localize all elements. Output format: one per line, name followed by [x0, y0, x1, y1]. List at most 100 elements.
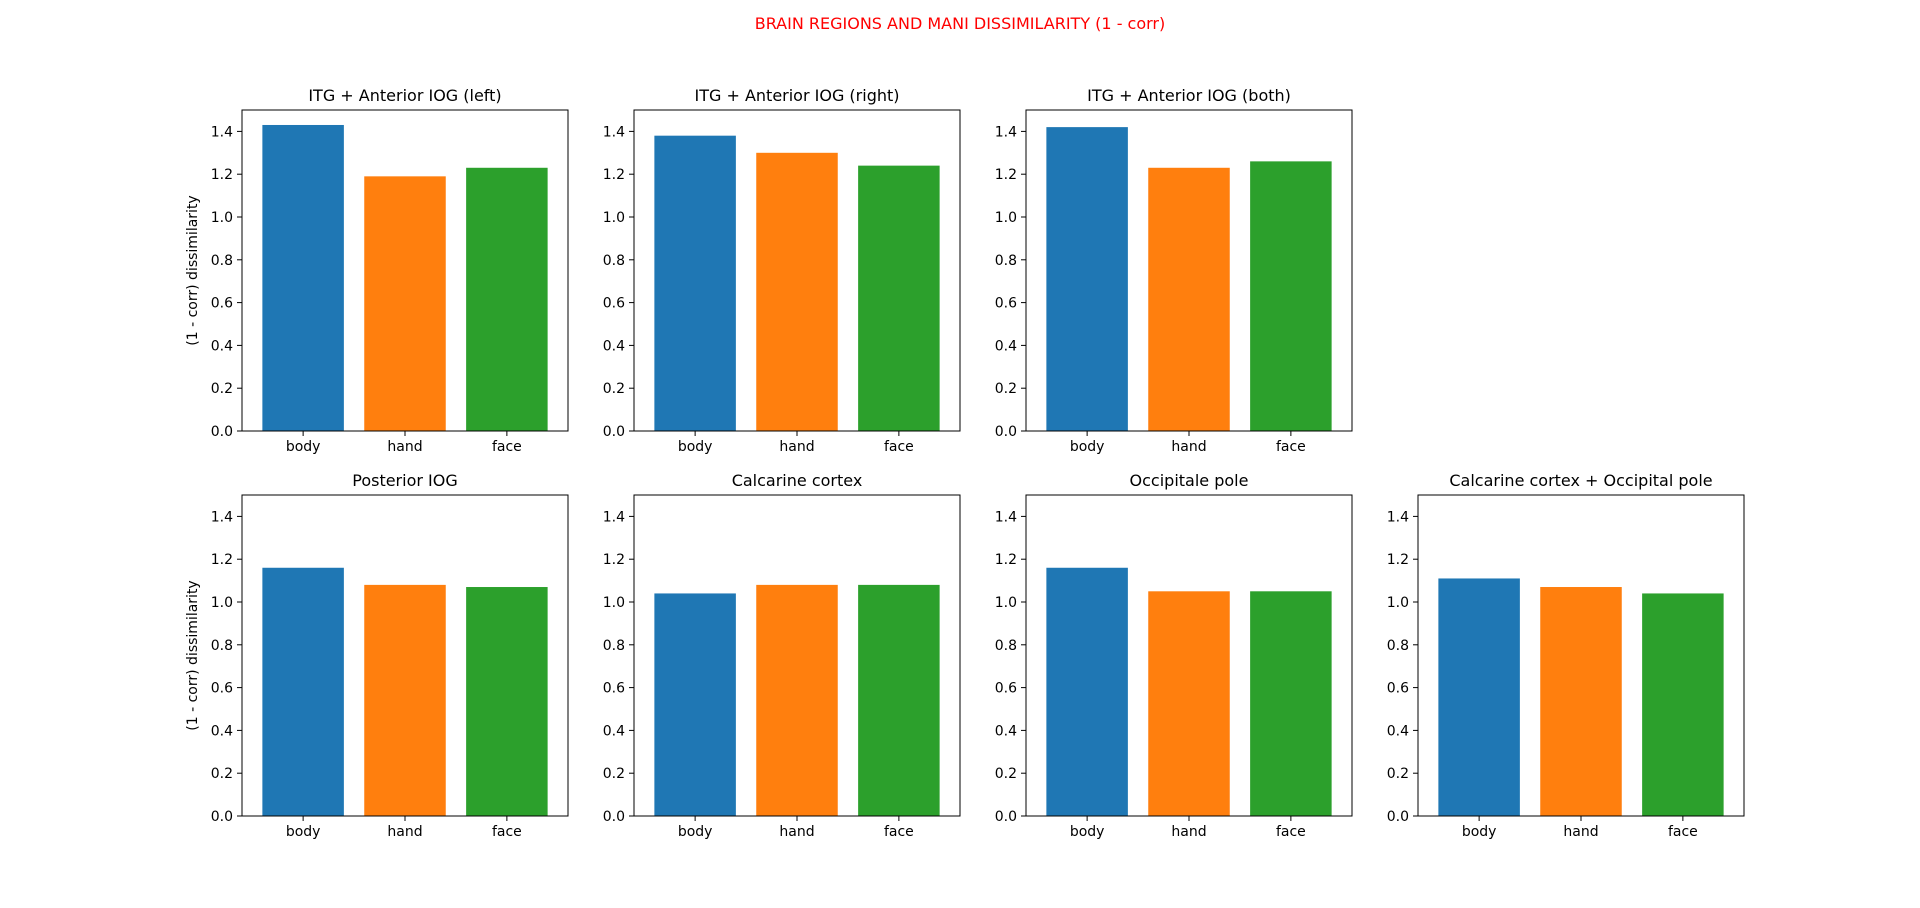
x-tick-label: body [1070, 824, 1105, 840]
y-tick-label: 0.2 [603, 766, 625, 782]
bar-face [858, 584, 940, 816]
y-tick-label: 0.8 [211, 638, 233, 654]
subplot-title: Calcarine cortex + Occipital pole [1449, 471, 1712, 490]
y-tick-label: 0.0 [211, 809, 233, 825]
bar-hand [1148, 591, 1230, 816]
y-tick-label: 0.8 [211, 253, 233, 269]
y-tick-label: 0.0 [995, 809, 1017, 825]
y-tick-label: 0.2 [995, 766, 1017, 782]
axes-frame [241, 109, 569, 432]
y-tick-label: 1.4 [211, 124, 233, 140]
bar-body [1046, 127, 1128, 432]
axes-frame [1025, 109, 1353, 432]
y-tick-label: 1.4 [1387, 509, 1409, 525]
y-tick-label: 0.8 [995, 253, 1017, 269]
y-tick-label: 0.0 [603, 809, 625, 825]
x-tick-label: body [1462, 824, 1497, 840]
bar-hand [756, 152, 838, 432]
x-tick-label: face [492, 824, 522, 840]
y-tick-label: 1.0 [995, 210, 1017, 226]
bar-face [466, 587, 548, 816]
axes-frame [1417, 494, 1745, 817]
x-tick-label: hand [779, 439, 814, 455]
bar-face [1642, 593, 1724, 816]
y-tick-label: 0.6 [603, 296, 625, 312]
y-tick-label: 1.4 [603, 124, 625, 140]
bar-hand [1540, 587, 1622, 816]
x-tick-label: hand [779, 824, 814, 840]
subplot-title: ITG + Anterior IOG (right) [694, 86, 899, 105]
y-tick-label: 0.8 [995, 638, 1017, 654]
bar-body [654, 135, 736, 431]
subplot-title: ITG + Anterior IOG (left) [308, 86, 501, 105]
bar-body [1438, 578, 1520, 816]
bar-body [262, 567, 344, 816]
bar-body [654, 593, 736, 816]
y-tick-label: 1.2 [603, 167, 625, 183]
x-tick-label: face [1668, 824, 1698, 840]
figure-suptitle: BRAIN REGIONS AND MANI DISSIMILARITY (1 … [754, 14, 1166, 33]
y-tick-label: 1.2 [1387, 552, 1409, 568]
y-tick-label: 0.4 [603, 723, 625, 739]
y-tick-label: 0.8 [603, 638, 625, 654]
x-tick-label: body [678, 824, 713, 840]
y-tick-label: 1.4 [603, 509, 625, 525]
y-tick-label: 1.4 [995, 509, 1017, 525]
y-tick-label: 0.6 [211, 681, 233, 697]
y-tick-label: 1.0 [995, 595, 1017, 611]
y-tick-label: 0.2 [603, 381, 625, 397]
axes-frame [633, 109, 961, 432]
y-tick-label: 1.0 [603, 210, 625, 226]
y-tick-label: 0.2 [1387, 766, 1409, 782]
bar-hand [1148, 167, 1230, 431]
y-tick-label: 0.0 [211, 424, 233, 440]
y-tick-label: 0.0 [603, 424, 625, 440]
axes-frame [633, 494, 961, 817]
subplot-title: Occipitale pole [1130, 471, 1249, 490]
x-tick-label: body [678, 439, 713, 455]
subplot-3: body hand face 0.0 0.2 0.4 0.6 0.8 1.0 1.2 1.4 ITG … [995, 86, 1353, 455]
axes-frame [1025, 494, 1353, 817]
x-tick-label: face [492, 439, 522, 455]
x-tick-label: body [286, 824, 321, 840]
y-tick-label: 0.4 [1387, 723, 1409, 739]
bar-face [858, 165, 940, 431]
y-tick-label: 0.4 [211, 723, 233, 739]
x-tick-label: body [286, 439, 321, 455]
x-tick-label: hand [387, 439, 422, 455]
y-tick-label: 0.6 [603, 681, 625, 697]
bar-face [1250, 161, 1332, 432]
y-tick-label: 0.2 [211, 381, 233, 397]
y-tick-label: 1.2 [995, 167, 1017, 183]
subplot-title: Calcarine cortex [732, 471, 863, 490]
bar-body [1046, 567, 1128, 816]
y-tick-label: 1.2 [211, 167, 233, 183]
y-tick-label: 0.4 [603, 338, 625, 354]
y-tick-label: 0.2 [211, 766, 233, 782]
subplot-title: Posterior IOG [352, 471, 458, 490]
y-tick-label: 1.2 [211, 552, 233, 568]
y-tick-label: 1.0 [603, 595, 625, 611]
bar-face [1250, 591, 1332, 816]
y-tick-label: 0.6 [211, 296, 233, 312]
y-tick-label: 0.4 [211, 338, 233, 354]
x-tick-label: body [1070, 439, 1105, 455]
y-tick-label: 0.8 [603, 253, 625, 269]
x-tick-label: hand [1563, 824, 1598, 840]
x-tick-label: face [884, 439, 914, 455]
y-tick-label: 0.0 [1387, 809, 1409, 825]
bar-hand [364, 176, 446, 431]
x-tick-label: face [1276, 439, 1306, 455]
bar-hand [364, 584, 446, 816]
y-tick-label: 1.2 [603, 552, 625, 568]
y-tick-label: 1.4 [211, 509, 233, 525]
x-tick-label: hand [1171, 439, 1206, 455]
y-tick-label: 1.0 [211, 210, 233, 226]
bar-face [466, 167, 548, 431]
y-tick-label: 0.6 [1387, 681, 1409, 697]
subplot-title: ITG + Anterior IOG (both) [1087, 86, 1291, 105]
bar-body [262, 124, 344, 431]
x-tick-label: hand [1171, 824, 1206, 840]
